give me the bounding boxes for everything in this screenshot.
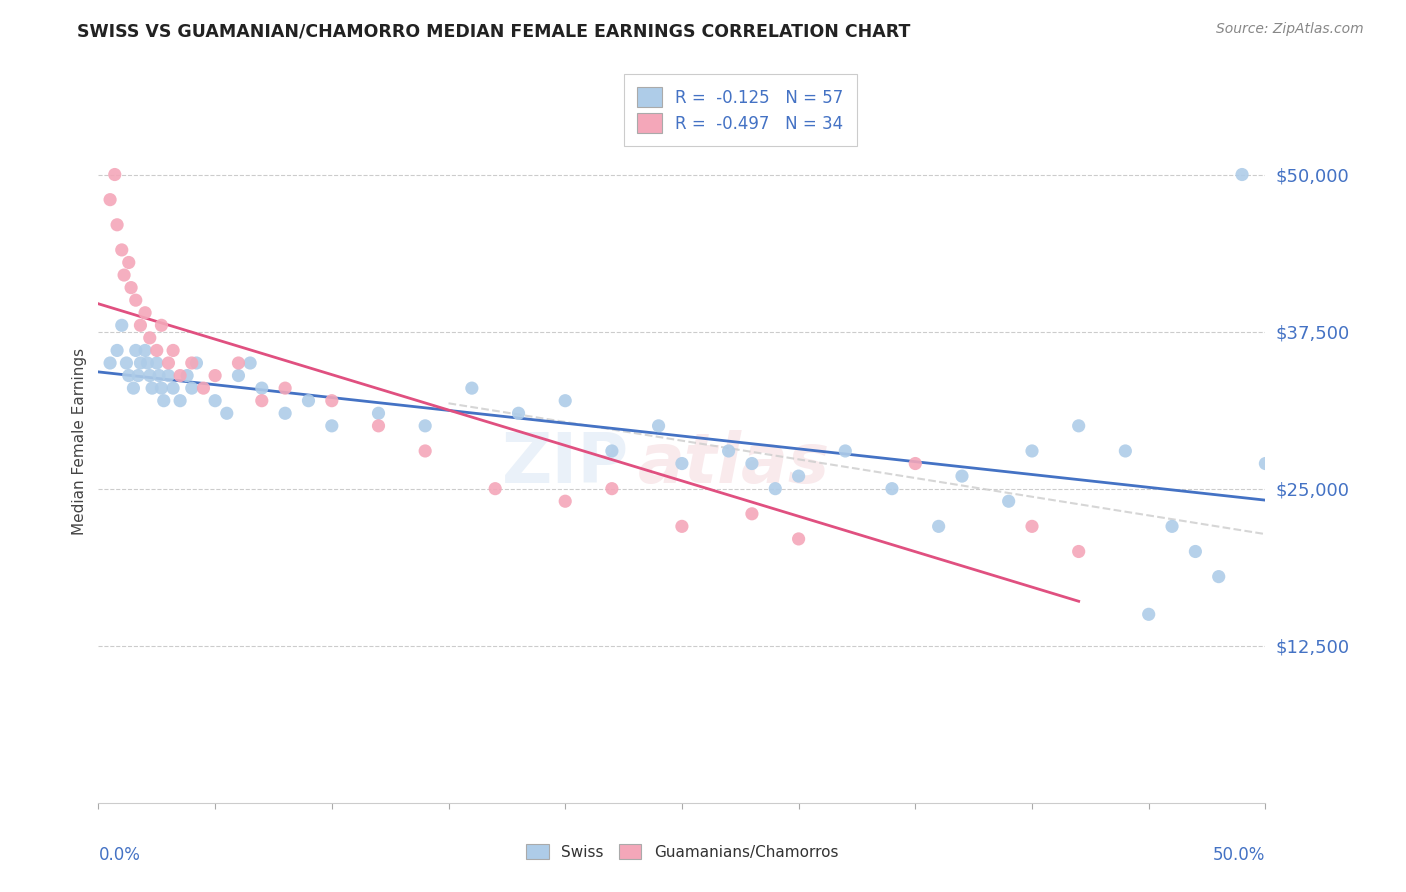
Point [204,368,226,383]
Point [1161,519,1184,533]
Point [105,218,128,232]
Text: ZIP: ZIP [502,430,628,497]
Legend: Swiss, Guamanians/Chamorros: Swiss, Guamanians/Chamorros [517,836,846,867]
Point [834,444,856,458]
Point [162,343,184,358]
Point [146,356,169,370]
Point [98,356,121,370]
Text: 0.0%: 0.0% [98,847,141,864]
Point [139,368,162,383]
Point [484,482,506,496]
Point [250,393,273,408]
Point [1067,418,1090,433]
Point [671,519,693,533]
Point [321,418,343,433]
Point [150,381,173,395]
Point [186,356,208,370]
Point [134,343,156,358]
Point [508,406,530,420]
Point [367,406,389,420]
Point [1184,544,1206,558]
Point [600,482,623,496]
Point [1230,168,1253,182]
Point [215,406,238,420]
Point [176,368,198,383]
Point [228,356,250,370]
Point [600,444,623,458]
Point [152,393,174,408]
Point [180,381,202,395]
Point [741,507,763,521]
Point [136,356,159,370]
Point [157,368,180,383]
Point [157,356,180,370]
Point [169,368,191,383]
Point [162,381,184,395]
Point [146,343,169,358]
Text: Source: ZipAtlas.com: Source: ZipAtlas.com [1216,22,1364,37]
Point [880,482,903,496]
Point [139,331,162,345]
Text: SWISS VS GUAMANIAN/CHAMORRO MEDIAN FEMALE EARNINGS CORRELATION CHART: SWISS VS GUAMANIAN/CHAMORRO MEDIAN FEMAL… [77,22,911,40]
Point [274,406,297,420]
Text: 50.0%: 50.0% [1213,847,1265,864]
Point [904,457,927,471]
Point [1208,569,1230,583]
Point [763,482,786,496]
Point [111,318,134,333]
Point [787,532,810,546]
Point [741,457,763,471]
Point [105,343,128,358]
Point [118,368,141,383]
Point [129,318,152,333]
Point [1021,519,1043,533]
Point [671,457,693,471]
Point [120,280,142,294]
Point [997,494,1019,508]
Point [950,469,973,483]
Point [1021,444,1043,458]
Point [150,318,173,333]
Point [928,519,950,533]
Point [413,444,436,458]
Point [111,243,134,257]
Point [297,393,319,408]
Point [141,381,163,395]
Point [274,381,297,395]
Point [554,393,576,408]
Point [1114,444,1136,458]
Point [129,356,152,370]
Point [180,356,202,370]
Point [127,368,149,383]
Point [413,418,436,433]
Point [134,306,156,320]
Point [321,393,343,408]
Point [239,356,262,370]
Point [122,381,145,395]
Point [104,168,127,182]
Point [647,418,669,433]
Point [148,368,170,383]
Point [1137,607,1160,622]
Point [125,293,148,308]
Point [115,356,138,370]
Point [228,368,250,383]
Point [125,343,148,358]
Text: atlas: atlas [638,430,831,497]
Point [554,494,576,508]
Y-axis label: Median Female Earnings: Median Female Earnings [72,348,87,535]
Point [250,381,273,395]
Point [118,255,141,269]
Point [193,381,215,395]
Point [367,418,389,433]
Point [461,381,484,395]
Point [717,444,740,458]
Point [169,393,191,408]
Point [1067,544,1090,558]
Point [787,469,810,483]
Point [112,268,135,282]
Point [1254,457,1277,471]
Point [98,193,121,207]
Point [204,393,226,408]
